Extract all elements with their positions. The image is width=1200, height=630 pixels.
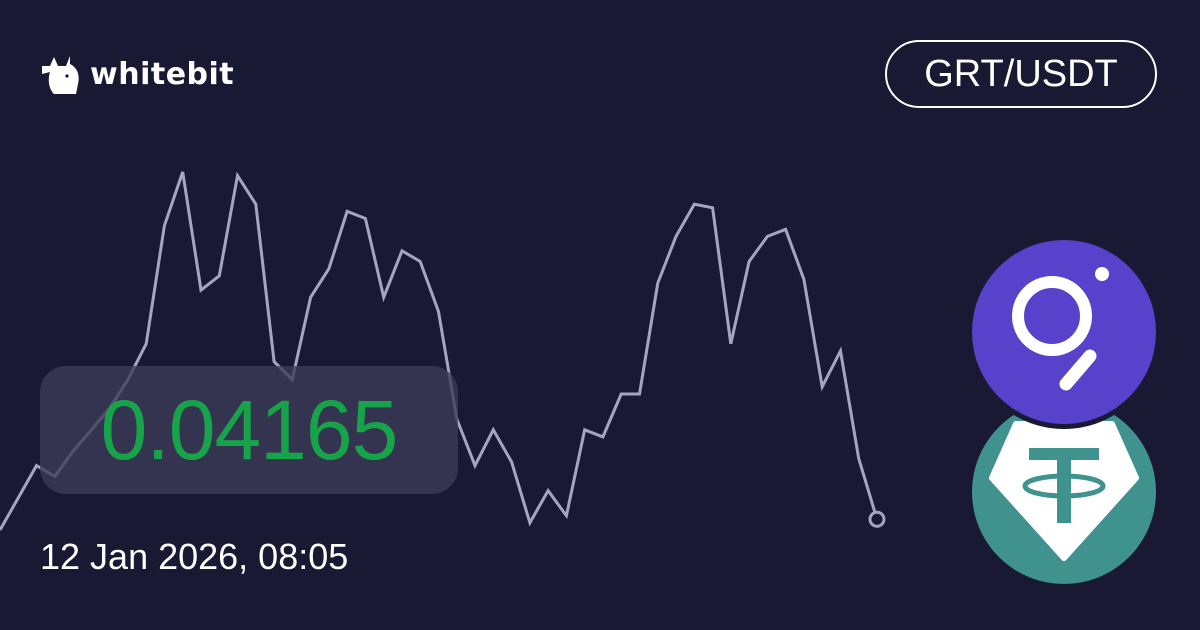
- whitebit-logo: whitebit: [40, 54, 234, 96]
- trading-pair-badge: GRT/USDT: [885, 40, 1157, 108]
- price-line: [0, 171, 879, 531]
- current-price: 0.04165: [100, 382, 399, 477]
- brand-name: whitebit: [90, 57, 235, 92]
- whitebit-logo-icon: [42, 56, 79, 94]
- last-price-marker: [868, 510, 886, 528]
- grt-icon: [972, 240, 1156, 424]
- price-box: 0.04165: [40, 366, 458, 494]
- usdt-icon: [972, 400, 1156, 584]
- timestamp: 12 Jan 2026, 08:05: [40, 536, 349, 577]
